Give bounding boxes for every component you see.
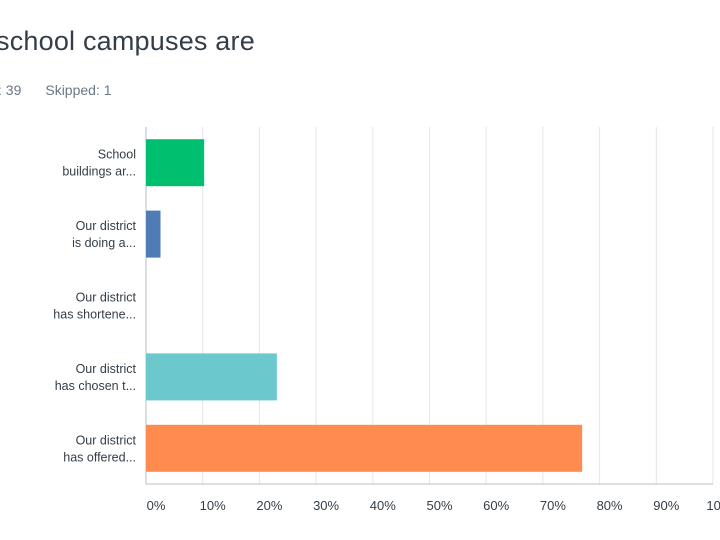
gridlines <box>145 127 714 485</box>
category-label-line: Our district <box>76 291 137 305</box>
x-tick-label: 0% <box>147 498 166 513</box>
x-tick-label: 60% <box>483 498 509 513</box>
question-title: school campuses are <box>0 26 255 56</box>
category-label: Our district is doing a... <box>72 219 136 250</box>
x-tick-label: 50% <box>426 498 452 513</box>
x-tick-label: 70% <box>540 498 566 513</box>
x-tick-label: 30% <box>313 498 339 513</box>
category-label-line: Our district <box>76 219 137 233</box>
bar[interactable] <box>146 210 161 258</box>
bar[interactable] <box>146 139 205 187</box>
category-label-line: Our district <box>76 362 137 376</box>
skipped-count: Skipped: 1 <box>45 82 112 98</box>
category-label: School buildings ar... <box>62 148 136 179</box>
category-label-line: is doing a... <box>72 236 136 250</box>
category-label-line: has shortene... <box>53 308 136 322</box>
category-label: Our district has chosen t... <box>55 362 137 393</box>
bar[interactable] <box>146 424 583 472</box>
x-tick-label: 10% <box>200 498 226 513</box>
category-label: Our district has shortene... <box>53 291 136 322</box>
bar[interactable] <box>146 353 277 401</box>
category-label-line: Our district <box>76 433 137 447</box>
x-tick-label: 100% <box>706 498 720 513</box>
answered-count: : 39 <box>0 82 22 98</box>
x-tick-label: 90% <box>653 498 679 513</box>
x-tick-label: 40% <box>370 498 396 513</box>
category-labels: School buildings ar... Our district is doin… <box>53 148 136 465</box>
x-tick-label: 80% <box>597 498 623 513</box>
category-label-line: has offered... <box>63 450 136 464</box>
x-tick-labels: 0% 10% 20% 30% 40% 50% 60% 70% 80% 90% 100% <box>147 498 720 513</box>
category-label-line: has chosen t... <box>55 379 136 393</box>
category-label-line: buildings ar... <box>62 165 136 179</box>
category-label-line: School <box>98 148 136 162</box>
category-label: Our district has offered... <box>63 433 136 464</box>
response-stats: : 39 Skipped: 1 <box>0 82 112 98</box>
bars <box>146 139 583 472</box>
x-tick-label: 20% <box>256 498 282 513</box>
